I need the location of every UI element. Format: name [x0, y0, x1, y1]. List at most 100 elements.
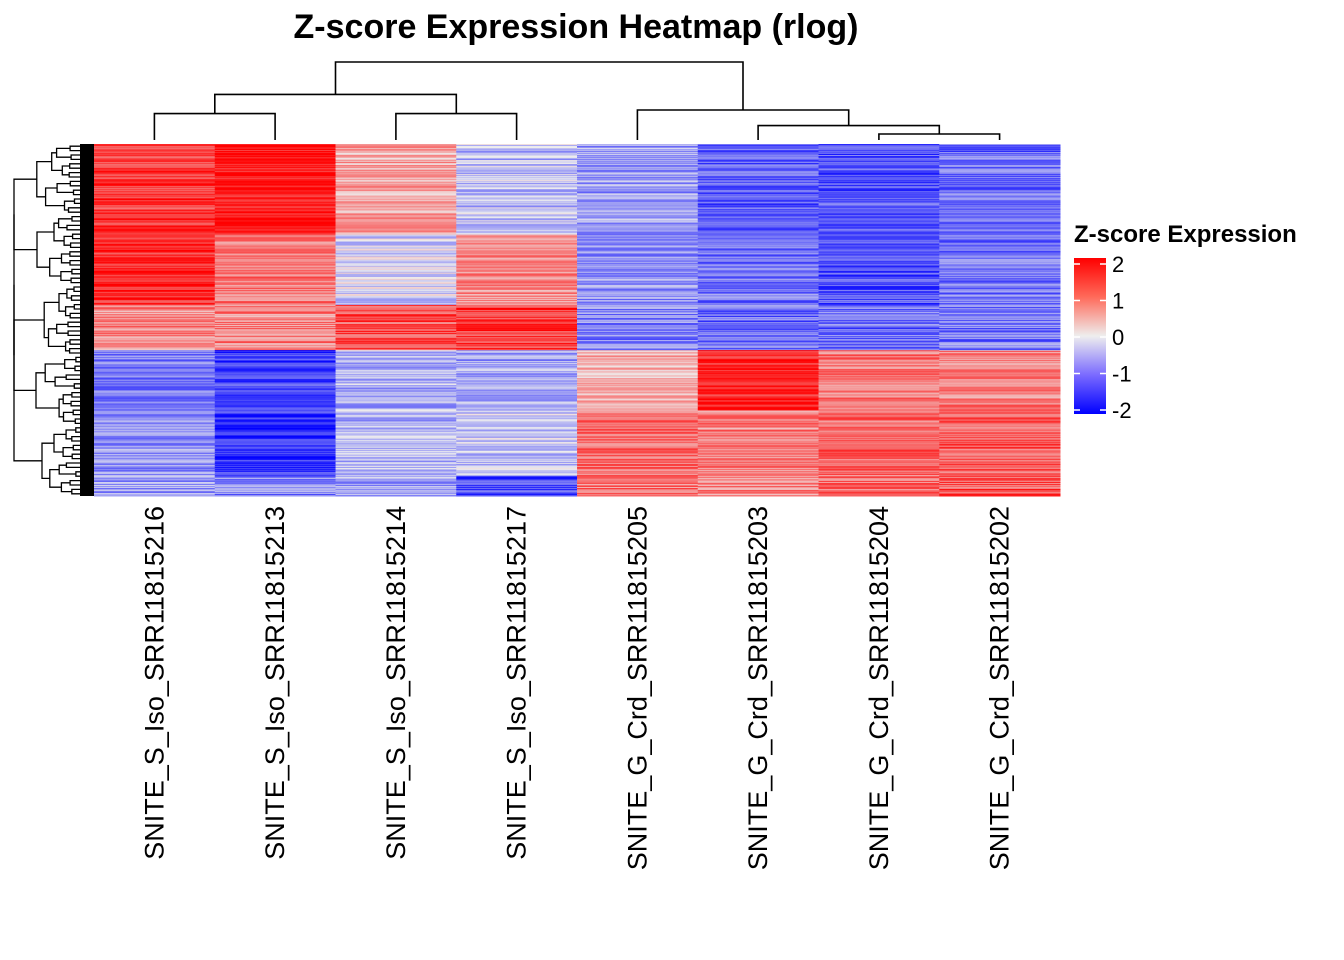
heatmap-cell: [94, 474, 216, 477]
heatmap-cell: [697, 359, 819, 361]
heatmap-cell: [939, 178, 1061, 180]
heatmap-cell: [818, 410, 940, 413]
heatmap-cell: [697, 176, 819, 178]
heatmap-cell: [335, 477, 457, 480]
heatmap-cell: [697, 254, 819, 257]
heatmap-cell: [94, 278, 216, 281]
heatmap-cell: [94, 415, 216, 418]
heatmap-cell: [939, 240, 1061, 243]
heatmap-cell: [577, 167, 699, 169]
heatmap-cell: [456, 322, 578, 324]
heatmap-cell: [697, 459, 819, 462]
heatmap-cell: [818, 350, 940, 352]
heatmap-cell: [214, 226, 336, 228]
heatmap-cell: [335, 372, 457, 374]
heatmap-cell: [456, 278, 578, 281]
heatmap-cell: [335, 398, 457, 400]
heatmap-cell: [94, 205, 216, 207]
heatmap-cell: [456, 462, 578, 465]
heatmap-cell: [818, 352, 940, 354]
heatmap-cell: [939, 313, 1061, 316]
heatmap-cell: [939, 376, 1061, 378]
heatmap-cell: [577, 149, 699, 151]
heatmap-cell: [697, 189, 819, 191]
heatmap-cell: [335, 479, 457, 482]
heatmap-cell: [335, 464, 457, 467]
heatmap-cell: [697, 145, 819, 147]
heatmap-cell: [456, 302, 578, 305]
heatmap-cell: [818, 216, 940, 218]
heatmap-cell: [577, 343, 699, 345]
heatmap-cell: [94, 428, 216, 431]
heatmap-cell: [939, 370, 1061, 372]
heatmap-cell: [456, 397, 578, 399]
heatmap-cell: [214, 300, 336, 303]
row-dendrogram-branch: [71, 268, 80, 275]
heatmap-cell: [577, 146, 699, 148]
heatmap-cell: [456, 335, 578, 337]
heatmap-cell: [214, 357, 336, 359]
heatmap-cell: [939, 224, 1061, 226]
heatmap-cell: [577, 461, 699, 464]
heatmap-cell: [818, 459, 940, 462]
heatmap-cell: [697, 289, 819, 292]
heatmap-cell: [697, 272, 819, 275]
heatmap-cell: [577, 327, 699, 329]
heatmap-cell: [335, 371, 457, 373]
heatmap-cell: [939, 182, 1061, 184]
heatmap-cell: [939, 193, 1061, 195]
heatmap-cell: [94, 488, 216, 491]
heatmap-cell: [456, 283, 578, 286]
heatmap-cell: [818, 247, 940, 250]
heatmap-cell: [94, 434, 216, 437]
heatmap-cell: [335, 251, 457, 254]
heatmap-cell: [577, 485, 699, 488]
heatmap-cell: [818, 164, 940, 166]
heatmap-cells: [94, 144, 1061, 497]
heatmap-cell: [697, 219, 819, 221]
heatmap-cell: [939, 276, 1061, 279]
heatmap-cell: [456, 174, 578, 176]
heatmap-cell: [939, 448, 1061, 451]
row-dendrogram-branch: [71, 233, 80, 240]
heatmap-cell: [697, 380, 819, 382]
heatmap-cell: [214, 353, 336, 355]
heatmap-cell: [577, 390, 699, 392]
heatmap-cell: [697, 279, 819, 282]
heatmap-cell: [456, 236, 578, 239]
heatmap-cell: [94, 295, 216, 298]
heatmap-cell: [697, 151, 819, 153]
heatmap-cell: [818, 281, 940, 284]
heatmap-cell: [456, 431, 578, 434]
heatmap-cell: [94, 243, 216, 246]
heatmap-cell: [456, 355, 578, 357]
heatmap-cell: [456, 211, 578, 213]
heatmap-cell: [94, 429, 216, 432]
heatmap-cell: [214, 295, 336, 298]
heatmap-cell: [456, 317, 578, 320]
heatmap-cell: [456, 492, 578, 495]
heatmap-cell: [939, 330, 1061, 332]
heatmap-cell: [577, 244, 699, 247]
heatmap-cell: [94, 373, 216, 375]
heatmap-cell: [818, 320, 940, 322]
heatmap-cell: [818, 267, 940, 270]
heatmap-cell: [577, 227, 699, 229]
heatmap-cell: [697, 378, 819, 380]
column-label: SNITE_G_Crd_SRR11815205: [622, 506, 652, 870]
heatmap-cell: [214, 333, 336, 335]
heatmap-cell: [577, 144, 699, 146]
heatmap-cell: [456, 394, 578, 396]
heatmap-cell: [456, 207, 578, 209]
heatmap-cell: [456, 393, 578, 395]
heatmap-cell: [335, 438, 457, 441]
heatmap-cell: [939, 335, 1061, 337]
heatmap-cell: [818, 233, 940, 236]
heatmap-cell: [697, 414, 819, 417]
heatmap-cell: [697, 433, 819, 436]
heatmap-cell: [697, 144, 819, 146]
heatmap-cell: [939, 406, 1061, 408]
heatmap-cell: [818, 345, 940, 347]
heatmap-cell: [939, 411, 1061, 414]
heatmap-cell: [335, 147, 457, 149]
